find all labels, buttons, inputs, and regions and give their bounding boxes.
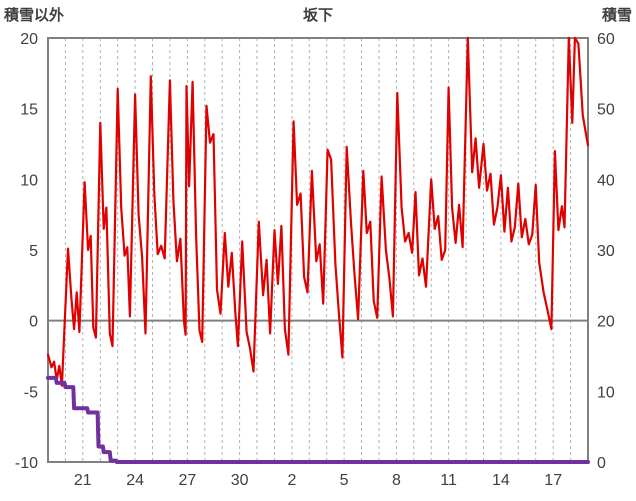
x-axis-tick-label: 24 xyxy=(126,472,144,489)
x-axis-tick-label: 30 xyxy=(231,472,249,489)
left-axis-tick-label: 20 xyxy=(20,31,38,48)
right-axis-tick-label: 60 xyxy=(597,31,615,48)
left-axis-tick-label: 5 xyxy=(29,243,38,260)
right-axis-tick-label: 40 xyxy=(597,172,615,189)
left-axis-tick-label: 0 xyxy=(29,314,38,331)
chart-title: 坂下 xyxy=(302,7,333,24)
x-axis-tick-label: 8 xyxy=(392,472,401,489)
snow-line xyxy=(46,375,590,464)
left-axis-tick-label: 10 xyxy=(20,172,38,189)
left-axis-tick-label: -10 xyxy=(15,455,38,472)
right-axis-tick-label: 20 xyxy=(597,314,615,331)
temperature-line xyxy=(46,36,590,387)
left-axis-title: 積雪以外 xyxy=(4,7,65,24)
x-axis-tick-label: 14 xyxy=(492,472,510,489)
x-axis-tick-label: 2 xyxy=(287,472,296,489)
left-axis-tick-label: -5 xyxy=(24,384,38,401)
right-axis-title: 積雪 xyxy=(601,7,632,24)
x-axis-tick-label: 5 xyxy=(340,472,349,489)
x-axis-tick-label: 11 xyxy=(440,472,457,489)
x-axis-tick-label: 17 xyxy=(544,472,562,489)
right-axis-tick-label: 0 xyxy=(597,455,606,472)
right-axis-tick-label: 50 xyxy=(597,102,615,119)
right-axis-tick-label: 10 xyxy=(597,384,615,401)
right-axis-tick-label: 30 xyxy=(597,243,615,260)
x-axis-tick-label: 21 xyxy=(74,472,92,489)
left-axis-tick-label: 15 xyxy=(20,102,38,119)
x-axis-tick-label: 27 xyxy=(179,472,197,489)
